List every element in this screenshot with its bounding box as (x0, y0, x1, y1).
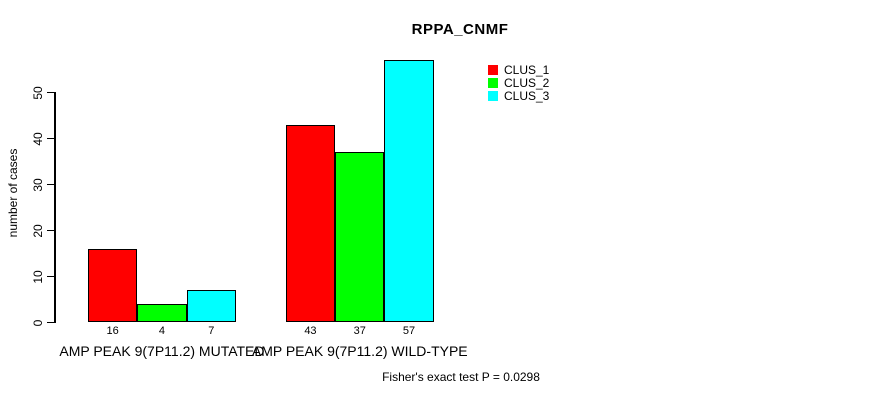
y-axis-tick (47, 91, 54, 94)
bar-clus_3-group1 (186, 290, 236, 323)
y-axis-title: number of cases (6, 148, 20, 238)
y-axis-tick (47, 275, 54, 278)
bar-clus_2-group2 (335, 152, 385, 323)
x-axis-group-label: AMP PEAK 9(7P11.2) WILD-TYPE (251, 343, 468, 359)
bar-value-label: 37 (353, 325, 366, 337)
y-axis-tick (47, 321, 54, 324)
bar-clus_2-group1 (137, 304, 187, 323)
y-axis-tick-label: 10 (31, 269, 45, 284)
y-axis-tick-label: 50 (31, 85, 45, 100)
y-axis-tick-label: 0 (31, 319, 45, 326)
bar-clus_1-group2 (285, 124, 336, 323)
y-axis-tick (47, 137, 54, 140)
annotation-text: Fisher's exact test P = 0.0298 (382, 370, 540, 384)
legend-label: CLUS_2 (504, 75, 550, 90)
bar-value-label: 16 (106, 325, 119, 337)
y-axis-tick (47, 183, 54, 186)
legend-label: CLUS_1 (504, 62, 550, 77)
chart-title: RPPA_CNMF (411, 21, 509, 38)
legend-swatch-clus_1 (488, 64, 498, 75)
bar-value-label: 4 (158, 325, 165, 337)
y-axis-tick (47, 229, 54, 232)
y-axis-tick-label: 40 (31, 131, 45, 146)
bar-clus_3-group2 (384, 60, 434, 323)
bar-value-label: 43 (304, 325, 317, 337)
y-axis-tick-label: 20 (31, 223, 45, 238)
y-axis-line (54, 92, 56, 323)
legend-item: CLUS_3 (488, 88, 550, 103)
legend-swatch-clus_2 (488, 77, 498, 88)
legend: CLUS_1 CLUS_2 CLUS_3 (488, 62, 550, 103)
x-axis-group-label: AMP PEAK 9(7P11.2) MUTATED (59, 343, 265, 359)
legend-swatch-clus_3 (488, 90, 498, 101)
bar-value-label: 57 (402, 325, 416, 337)
legend-item: CLUS_1 (488, 62, 550, 77)
bar-value-label: 7 (208, 325, 215, 337)
legend-label: CLUS_3 (504, 88, 550, 103)
legend-item: CLUS_2 (488, 75, 550, 90)
bar-clus_1-group1 (88, 248, 138, 323)
y-axis-tick-label: 30 (31, 177, 45, 192)
